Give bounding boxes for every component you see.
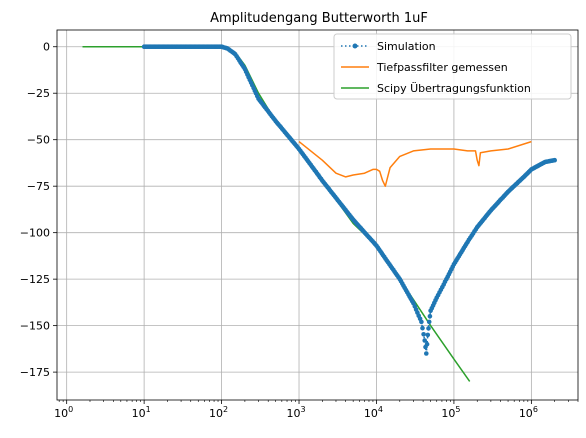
x-tick-exponent: 3 <box>300 405 305 414</box>
data-point <box>422 338 428 343</box>
legend-label-scipy: Scipy Übertragungsfunktion <box>377 82 531 95</box>
x-tick-exponent: 0 <box>68 405 73 414</box>
x-tick-exponent: 1 <box>146 405 151 414</box>
x-tick-label: 104 <box>364 405 383 420</box>
legend: Simulation Tiefpassfilter gemessen Scipy… <box>333 33 572 100</box>
data-point <box>426 326 431 331</box>
x-tick-label: 102 <box>209 405 228 420</box>
y-tick-label: −75 <box>27 180 50 193</box>
data-point <box>421 332 426 337</box>
data-point <box>425 332 431 338</box>
y-tick-label: 0 <box>43 41 50 54</box>
data-point <box>424 351 429 356</box>
legend-marker-simulation <box>352 43 358 49</box>
legend-box <box>333 33 572 100</box>
x-tick-label: 101 <box>132 405 151 420</box>
x-tick-label: 106 <box>519 405 538 420</box>
series-layer <box>82 44 557 382</box>
data-point <box>420 325 425 331</box>
y-tick-label: −50 <box>27 134 50 147</box>
series-markers-simulation <box>141 44 557 356</box>
y-tick-label: −100 <box>20 227 50 240</box>
x-tick-base: 10 <box>286 407 300 420</box>
data-point <box>427 314 433 319</box>
x-tick-base: 10 <box>364 407 378 420</box>
y-tick-label: −150 <box>20 320 50 333</box>
x-tick-label: 100 <box>54 405 73 420</box>
data-point <box>426 319 432 325</box>
data-point <box>552 157 557 163</box>
ticks: 100 101 102 103 104 105 1060−25−50−75−100−125−… <box>20 41 579 420</box>
x-tick-exponent: 5 <box>455 405 460 414</box>
x-tick-exponent: 6 <box>533 405 538 414</box>
legend-label-simulation: Simulation <box>377 40 436 53</box>
x-tick-base: 10 <box>441 407 455 420</box>
x-tick-base: 10 <box>54 407 68 420</box>
data-point <box>419 319 424 325</box>
data-point <box>424 341 430 347</box>
y-tick-label: −25 <box>27 87 50 100</box>
chart-title: Amplitudengang Butterworth 1uF <box>210 11 428 26</box>
x-tick-label: 105 <box>441 405 460 420</box>
x-tick-base: 10 <box>519 407 533 420</box>
x-tick-base: 10 <box>209 407 223 420</box>
y-tick-label: −175 <box>20 366 50 379</box>
x-tick-base: 10 <box>132 407 146 420</box>
x-tick-exponent: 2 <box>223 405 228 414</box>
legend-label-tiefpassfilter: Tiefpassfilter gemessen <box>376 61 508 74</box>
x-tick-exponent: 4 <box>378 405 383 414</box>
series-line-tiefpassfilter-gemessen <box>298 140 532 187</box>
axes-frame <box>56 29 579 401</box>
x-tick-label: 103 <box>286 405 305 420</box>
y-tick-label: −125 <box>20 273 50 286</box>
